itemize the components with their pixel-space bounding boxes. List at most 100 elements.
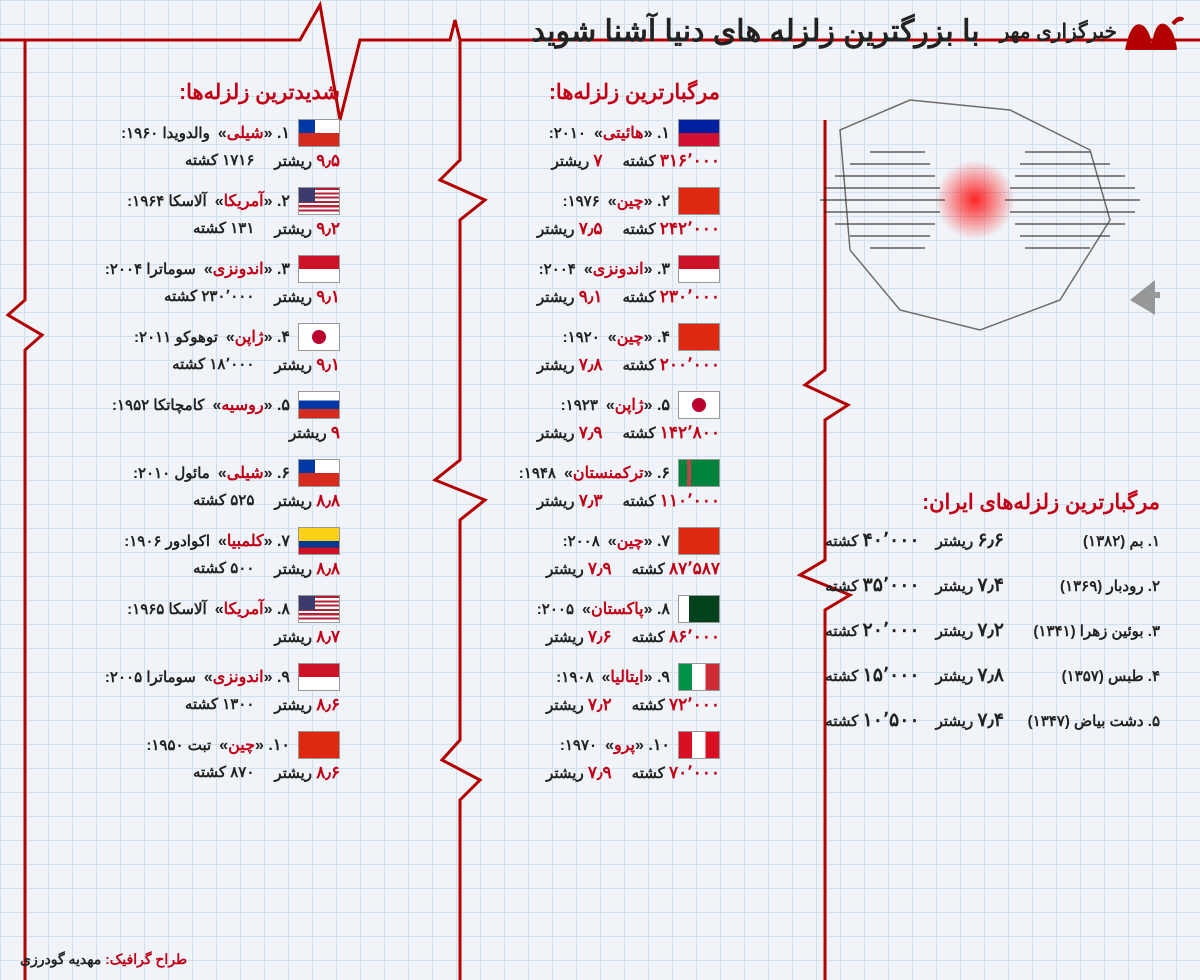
item-loc-year: سوماترا ۲۰۰۵: bbox=[105, 668, 196, 686]
item-country: ۱. «شیلی» bbox=[218, 123, 290, 143]
item-mag: ۸٫۶ ریشتر bbox=[274, 763, 340, 783]
item-deaths: ۱۷۱۶ کشته bbox=[185, 151, 255, 171]
flag-icon bbox=[678, 731, 720, 759]
flag-icon bbox=[298, 255, 340, 283]
item-year: ۱۹۰۸: bbox=[556, 668, 593, 686]
item-deaths: ۱۳۱ کشته bbox=[193, 219, 254, 239]
item-country: ۱. «هائیتی» bbox=[594, 123, 670, 143]
item-mag: ۷٫۶ ریشتر bbox=[546, 627, 612, 647]
strongest-list: ۱. «شیلی» والدویدا ۱۹۶۰: ۹٫۵ ریشتر ۱۷۱۶ … bbox=[20, 119, 340, 783]
iran-item-mag: ۷٫۴ ریشتر bbox=[936, 574, 1004, 597]
item-year: ۱۹۲۳: bbox=[561, 396, 598, 414]
header: خبرگزاری مهر با بزرگترین زلزله های دنیا … bbox=[15, 10, 1185, 52]
flag-icon bbox=[298, 663, 340, 691]
deadliest-title: مرگبارترین زلزله‌ها: bbox=[390, 80, 720, 105]
item-country: ۴. «چین» bbox=[608, 327, 670, 347]
item-year: ۱۹۷۰: bbox=[560, 736, 597, 754]
iran-earthquakes-section: مرگبارترین زلزله‌های ایران: ۱. بم (۱۳۸۲)… bbox=[800, 490, 1160, 754]
item-mag: ۹٫۵ ریشتر bbox=[274, 151, 340, 171]
item-loc-year: سوماترا ۲۰۰۴: bbox=[105, 260, 196, 278]
item-country: ۲. «آمریکا» bbox=[215, 191, 290, 211]
flag-icon bbox=[678, 663, 720, 691]
item-deaths: ۸۷٬۵۸۷ کشته bbox=[632, 559, 720, 579]
item-country: ۹. «ایتالیا» bbox=[602, 667, 670, 687]
deadliest-item: ۳. «اندونزی» ۲۰۰۴: ۲۳۰٬۰۰۰ کشته ۹٫۱ ریشت… bbox=[390, 255, 720, 307]
item-deaths: ۲۴۲٬۰۰۰ کشته bbox=[623, 219, 720, 239]
item-deaths: ۷۰٬۰۰۰ کشته bbox=[632, 763, 720, 783]
item-country: ۷. «چین» bbox=[608, 531, 670, 551]
strongest-item: ۲. «آمریکا» آلاسکا ۱۹۶۴: ۹٫۲ ریشتر ۱۳۱ ک… bbox=[20, 187, 340, 239]
strongest-title: شدیدترین زلزله‌ها: bbox=[20, 80, 340, 105]
item-mag: ۸٫۸ ریشتر bbox=[274, 559, 340, 579]
item-mag: ۷٫۹ ریشتر bbox=[546, 763, 612, 783]
item-mag: ۷ ریشتر bbox=[552, 151, 603, 171]
item-year: ۲۰۰۸: bbox=[563, 532, 600, 550]
item-deaths: ۲۰۰٬۰۰۰ کشته bbox=[623, 355, 720, 375]
flag-icon bbox=[298, 391, 340, 419]
flag-icon bbox=[678, 187, 720, 215]
iran-item: ۳. بوئین زهرا (۱۳۴۱) ۷٫۲ ریشتر ۲۰٬۰۰۰ کش… bbox=[800, 619, 1160, 642]
item-deaths: ۱۸٬۰۰۰ کشته bbox=[172, 355, 254, 375]
credit: طراح گرافیک: مهدیه گودرزی bbox=[20, 951, 187, 968]
item-loc-year: اکوادور ۱۹۰۶: bbox=[124, 532, 210, 550]
item-mag: ۸٫۶ ریشتر bbox=[274, 695, 340, 715]
item-mag: ۷٫۵ ریشتر bbox=[537, 219, 603, 239]
strongest-item: ۷. «کلمبیا» اکوادور ۱۹۰۶: ۸٫۸ ریشتر ۵۰۰ … bbox=[20, 527, 340, 579]
iran-item-mag: ۷٫۲ ریشتر bbox=[936, 619, 1004, 642]
item-country: ۷. «کلمبیا» bbox=[218, 531, 290, 551]
item-mag: ۸٫۷ ریشتر bbox=[274, 627, 340, 647]
flag-icon bbox=[678, 119, 720, 147]
flag-icon bbox=[678, 527, 720, 555]
item-country: ۱۰. «پرو» bbox=[605, 735, 670, 755]
deadliest-list: ۱. «هائیتی» ۲۰۱۰: ۳۱۶٬۰۰۰ کشته ۷ ریشتر ۲… bbox=[390, 119, 720, 783]
logo: خبرگزاری مهر bbox=[1000, 10, 1185, 52]
item-mag: ۹ ریشتر bbox=[289, 423, 340, 443]
item-deaths: ۸۷۰ کشته bbox=[193, 763, 254, 783]
iran-item-deaths: ۱۵٬۰۰۰ کشته bbox=[825, 664, 919, 687]
item-country: ۳. «اندونزی» bbox=[204, 259, 290, 279]
iran-item-place: ۲. رودبار (۱۳۶۹) bbox=[1020, 577, 1160, 595]
flag-icon bbox=[298, 527, 340, 555]
iran-item-deaths: ۲۰٬۰۰۰ کشته bbox=[825, 619, 919, 642]
item-mag: ۹٫۱ ریشتر bbox=[274, 287, 340, 307]
item-deaths: ۵۲۵ کشته bbox=[193, 491, 254, 511]
iran-item-mag: ۷٫۴ ریشتر bbox=[936, 709, 1004, 732]
item-mag: ۸٫۸ ریشتر bbox=[274, 491, 340, 511]
strongest-item: ۳. «اندونزی» سوماترا ۲۰۰۴: ۹٫۱ ریشتر ۲۳۰… bbox=[20, 255, 340, 307]
item-deaths: ۱۴۲٬۸۰۰ کشته bbox=[623, 423, 720, 443]
item-mag: ۹٫۲ ریشتر bbox=[274, 219, 340, 239]
flag-icon bbox=[298, 119, 340, 147]
iran-list: ۱. بم (۱۳۸۲) ۶٫۶ ریشتر ۴۰٬۰۰۰ کشته۲. رود… bbox=[800, 529, 1160, 732]
deadliest-item: ۸. «پاکستان» ۲۰۰۵: ۸۶٬۰۰۰ کشته ۷٫۶ ریشتر bbox=[390, 595, 720, 647]
item-country: ۴. «ژاپن» bbox=[226, 327, 290, 347]
flag-icon bbox=[678, 595, 720, 623]
item-mag: ۹٫۱ ریشتر bbox=[537, 287, 603, 307]
item-year: ۱۹۲۰: bbox=[563, 328, 600, 346]
item-mag: ۷٫۹ ریشتر bbox=[537, 423, 603, 443]
deadliest-item: ۶. «ترکمنستان» ۱۹۴۸: ۱۱۰٬۰۰۰ کشته ۷٫۳ ری… bbox=[390, 459, 720, 511]
item-mag: ۷٫۹ ریشتر bbox=[546, 559, 612, 579]
deadliest-section: مرگبارترین زلزله‌ها: ۱. «هائیتی» ۲۰۱۰: ۳… bbox=[390, 80, 720, 799]
iran-item: ۴. طبس (۱۳۵۷) ۷٫۸ ریشتر ۱۵٬۰۰۰ کشته bbox=[800, 664, 1160, 687]
flag-icon bbox=[298, 459, 340, 487]
item-deaths: ۱۳۰۰ کشته bbox=[185, 695, 255, 715]
credit-label: طراح گرافیک: bbox=[105, 951, 187, 967]
deadliest-item: ۲. «چین» ۱۹۷۶: ۲۴۲٬۰۰۰ کشته ۷٫۵ ریشتر bbox=[390, 187, 720, 239]
iran-item-place: ۴. طبس (۱۳۵۷) bbox=[1020, 667, 1160, 685]
item-loc-year: توهوکو ۲۰۱۱: bbox=[134, 328, 218, 346]
iran-item: ۵. دشت بیاض (۱۳۴۷) ۷٫۴ ریشتر ۱۰٬۵۰۰ کشته bbox=[800, 709, 1160, 732]
item-year: ۱۹۷۶: bbox=[563, 192, 600, 210]
item-loc-year: کامچاتکا ۱۹۵۲: bbox=[112, 396, 204, 414]
item-loc-year: آلاسکا ۱۹۶۴: bbox=[127, 192, 207, 210]
item-country: ۹. «اندونزی» bbox=[204, 667, 290, 687]
strongest-item: ۸. «آمریکا» آلاسکا ۱۹۶۵: ۸٫۷ ریشتر bbox=[20, 595, 340, 647]
iran-item-place: ۳. بوئین زهرا (۱۳۴۱) bbox=[1020, 622, 1160, 640]
iran-item-deaths: ۴۰٬۰۰۰ کشته bbox=[825, 529, 919, 552]
flag-icon bbox=[298, 323, 340, 351]
item-loc-year: والدویدا ۱۹۶۰: bbox=[121, 124, 210, 142]
strongest-item: ۶. «شیلی» مائول ۲۰۱۰: ۸٫۸ ریشتر ۵۲۵ کشته bbox=[20, 459, 340, 511]
flag-icon bbox=[678, 459, 720, 487]
strongest-item: ۹. «اندونزی» سوماترا ۲۰۰۵: ۸٫۶ ریشتر ۱۳۰… bbox=[20, 663, 340, 715]
item-country: ۵. «ژاپن» bbox=[606, 395, 670, 415]
item-year: ۱۹۴۸: bbox=[519, 464, 556, 482]
